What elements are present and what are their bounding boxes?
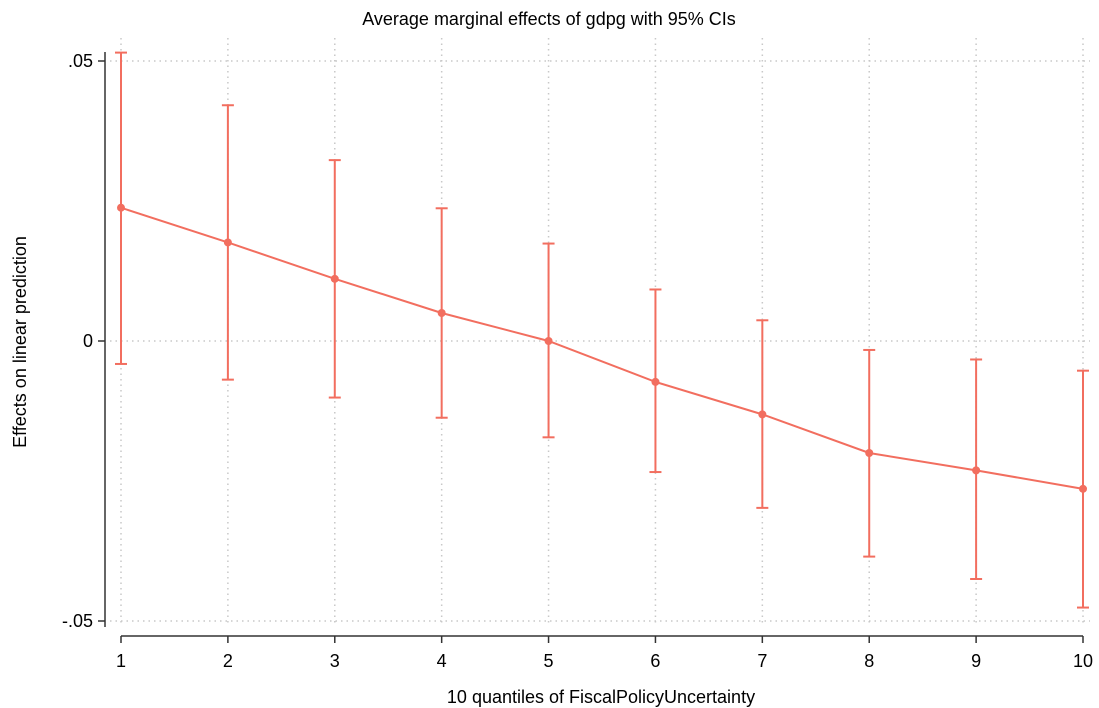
series-line-group [120, 206, 1084, 490]
x-tick-label: 8 [864, 651, 874, 671]
confidence-intervals [115, 51, 1089, 609]
x-tick-label: 4 [437, 651, 447, 671]
y-tick-label: 0 [83, 331, 93, 351]
data-point-2 [223, 238, 232, 247]
x-tick-label: 9 [971, 651, 981, 671]
y-tick-label: .05 [68, 51, 93, 71]
data-point-10 [1079, 484, 1087, 493]
x-tick-label: 10 [1073, 651, 1093, 671]
data-point-4 [437, 309, 446, 317]
x-axis-label: 10 quantiles of FiscalPolicyUncertainty [447, 687, 755, 707]
data-point-8 [865, 449, 874, 457]
y-tick-label: -.05 [62, 611, 93, 631]
y-axis-label: Effects on linear prediction [10, 236, 30, 448]
series-line [120, 206, 1084, 490]
axes: -.05 0 .05 1 2 3 4 5 6 7 8 9 10 [62, 51, 1093, 671]
data-points [117, 203, 1087, 493]
x-tick-label: 3 [330, 651, 340, 671]
x-tick-label: 1 [116, 651, 126, 671]
x-tick-label: 2 [223, 651, 233, 671]
data-point-7 [758, 410, 767, 419]
x-tick-label: 6 [650, 651, 660, 671]
gridlines [110, 38, 1090, 626]
data-point-3 [330, 274, 339, 283]
data-point-5 [544, 337, 553, 345]
x-tick-label: 7 [757, 651, 767, 671]
data-point-1 [117, 203, 125, 212]
data-point-9 [972, 466, 981, 475]
chart-title: Average marginal effects of gdpg with 95… [362, 9, 736, 29]
data-point-6 [651, 377, 660, 386]
x-tick-label: 5 [544, 651, 554, 671]
